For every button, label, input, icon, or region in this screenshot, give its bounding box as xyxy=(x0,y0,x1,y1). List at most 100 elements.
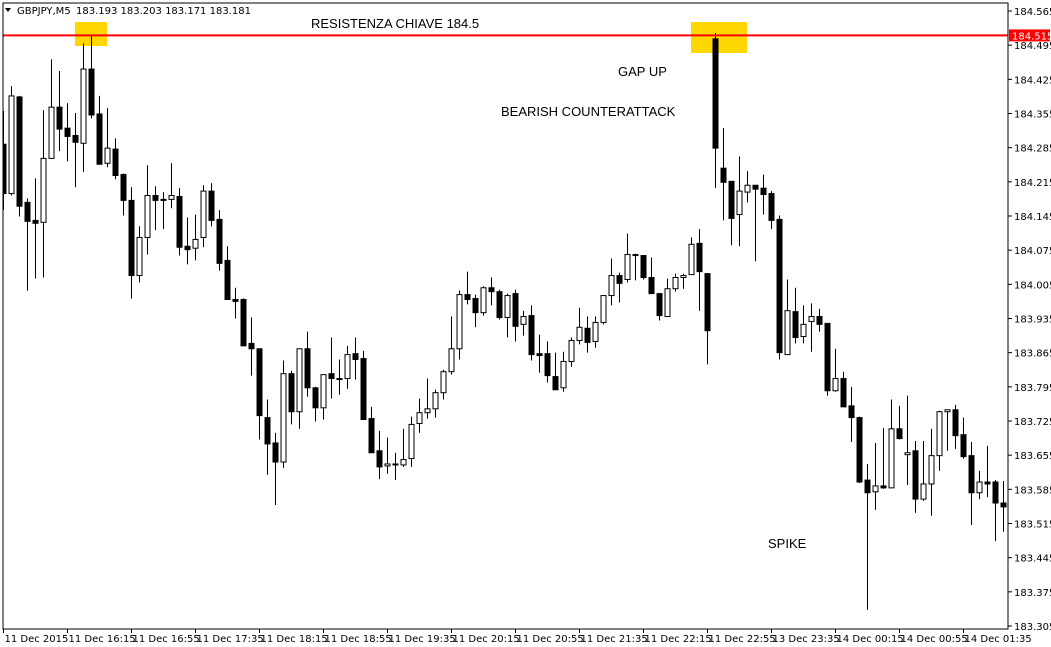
resistance-annotation[interactable]: RESISTENZA CHIAVE 184.5 xyxy=(311,16,479,31)
candle-body-bearish xyxy=(352,353,359,360)
candle xyxy=(152,186,159,231)
candle-body-bearish xyxy=(896,428,903,440)
candle-body-bearish xyxy=(848,405,855,419)
candle xyxy=(944,409,951,451)
candle xyxy=(760,174,767,215)
candle-body-bearish xyxy=(24,201,31,222)
candle xyxy=(40,110,47,278)
candle xyxy=(632,253,639,281)
candle-body-bearish xyxy=(288,373,295,413)
x-tick-label: 11 Dec 16:15 xyxy=(69,634,136,645)
candle-body-bearish xyxy=(792,311,799,339)
candle-body-bullish xyxy=(40,157,47,223)
candle xyxy=(792,287,799,344)
candle-body-bullish xyxy=(160,198,167,201)
candle-body-bullish xyxy=(592,321,599,342)
y-tick-label: 184.425 xyxy=(1014,75,1051,86)
candle xyxy=(176,188,183,256)
candle xyxy=(680,273,687,289)
candle-body-bullish xyxy=(48,106,55,159)
candle-body-bullish xyxy=(888,428,895,489)
y-tick-label: 183.305 xyxy=(1014,622,1051,633)
candle-body-bearish xyxy=(88,68,95,116)
candle-body-bearish xyxy=(112,148,119,176)
candle-body-bearish xyxy=(840,378,847,408)
candle xyxy=(208,183,215,227)
candle-body-bearish xyxy=(544,353,551,377)
candle xyxy=(8,86,15,196)
candle xyxy=(392,452,399,481)
candle-body-bearish xyxy=(1000,502,1007,508)
candle xyxy=(256,348,263,440)
candle xyxy=(872,442,879,510)
y-tick-label: 183.375 xyxy=(1014,588,1051,599)
candle xyxy=(888,399,895,489)
candle-body-bearish xyxy=(952,409,959,437)
candle-body-bullish xyxy=(80,68,87,144)
current-price-label: 184.515 xyxy=(1012,31,1051,42)
candle-body-bearish xyxy=(728,180,735,219)
candle-body-bullish xyxy=(280,373,287,463)
candle-body-bullish xyxy=(744,184,751,193)
candle-body-bullish xyxy=(344,354,351,380)
spike-annotation[interactable]: SPIKE xyxy=(768,536,807,551)
candle xyxy=(552,352,559,391)
candle xyxy=(832,348,839,392)
candle xyxy=(808,303,815,352)
candle xyxy=(472,294,479,328)
candle xyxy=(712,32,719,189)
candle-body-bullish xyxy=(624,254,631,280)
candle xyxy=(272,432,279,505)
candle-body-bullish xyxy=(504,295,511,319)
candle-body-bullish xyxy=(320,374,327,409)
candle xyxy=(312,386,319,422)
candle-body-bearish xyxy=(208,190,215,221)
candle xyxy=(568,337,575,367)
candle xyxy=(704,273,711,365)
candle-body-bearish xyxy=(32,219,39,224)
candle-body-bearish xyxy=(392,463,399,466)
candle-body-bullish xyxy=(200,190,207,238)
candle xyxy=(880,427,887,489)
candle-body-bullish xyxy=(832,378,839,392)
candle xyxy=(344,345,351,389)
candle xyxy=(736,156,743,247)
candle-body-bullish xyxy=(168,195,175,200)
candle xyxy=(224,246,231,300)
candle-body-bearish xyxy=(376,450,383,468)
candle xyxy=(544,341,551,383)
candle xyxy=(368,406,375,454)
candle xyxy=(1000,481,1007,532)
price-axis[interactable]: 184.565 184.495 184.425 184.355 184.285 184.2… xyxy=(1008,7,1051,633)
candle-body-bullish xyxy=(632,254,639,257)
candle-body-bearish xyxy=(488,287,495,293)
gap-up-annotation[interactable]: GAP UP xyxy=(618,64,667,79)
candle xyxy=(184,217,191,265)
candle xyxy=(488,277,495,306)
candle-body-bearish xyxy=(584,327,591,343)
dropdown-triangle-icon[interactable] xyxy=(5,8,11,12)
candle xyxy=(24,198,31,291)
candle xyxy=(320,374,327,420)
candle xyxy=(512,289,519,342)
candle xyxy=(384,437,391,474)
candle-body-bearish xyxy=(16,96,23,207)
candle-body-bullish xyxy=(568,339,575,362)
candle xyxy=(864,463,871,610)
candle xyxy=(464,271,471,305)
candle xyxy=(616,272,623,303)
candle xyxy=(88,34,95,119)
candle-body-bearish xyxy=(616,275,623,284)
candle xyxy=(968,441,975,525)
candle-body-bullish xyxy=(920,483,927,500)
candle-body-bearish xyxy=(960,434,967,458)
candle xyxy=(120,173,127,216)
candle-body-bullish xyxy=(384,463,391,467)
candle xyxy=(992,480,999,542)
candle xyxy=(600,295,607,325)
candle-body-bullish xyxy=(736,190,743,216)
candle-body-bullish xyxy=(432,392,439,410)
bearish-counterattack-annotation[interactable]: BEARISH COUNTERATTACK xyxy=(501,104,676,119)
